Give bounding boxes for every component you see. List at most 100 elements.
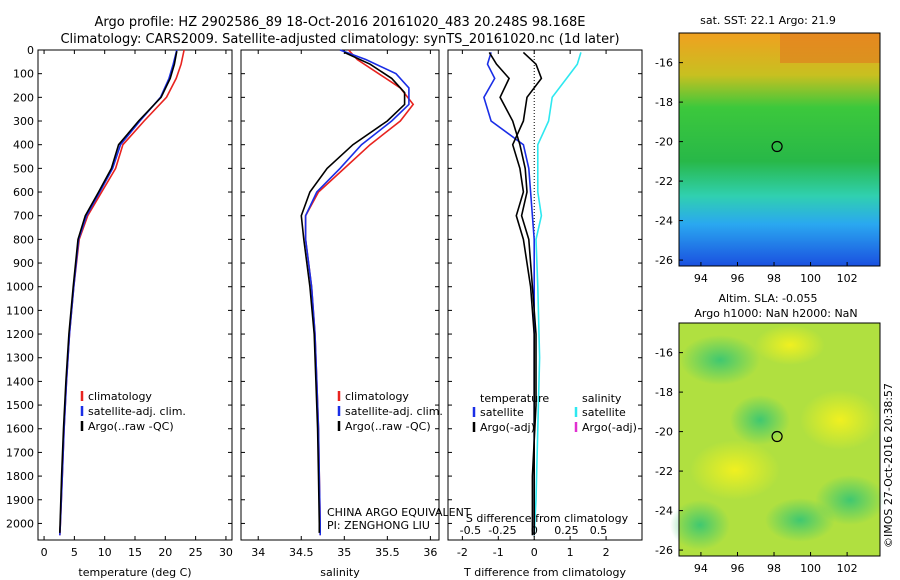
- map-y-tick-label: -26: [655, 544, 673, 557]
- x-tick-label: 35.5: [375, 546, 400, 559]
- map-x-tick-label: 98: [767, 562, 781, 575]
- x-tick-label: 15: [128, 546, 142, 559]
- x2-tick-label: -0.5: [460, 524, 481, 537]
- plot-frame: [240, 49, 440, 541]
- map-y-tick-label: -26: [655, 254, 673, 267]
- map-x-tick-label: 94: [694, 272, 708, 285]
- legend-label: satellite-adj. clim.: [345, 405, 443, 418]
- map-x-tick-label: 100: [800, 562, 821, 575]
- x-tick-label: 25: [189, 546, 203, 559]
- sla-map-title: Altim. SLA: -0.055: [718, 292, 817, 305]
- legend-label: Argo(-adj): [480, 421, 535, 434]
- map-x-tick-label: 100: [800, 272, 821, 285]
- y-tick-label: 2000: [6, 517, 34, 530]
- x-axis-label: T difference from climatology: [463, 566, 626, 579]
- sla-high-region: [690, 440, 780, 500]
- series-line-argo-adj-: [488, 51, 537, 536]
- series-line-argo-raw-qc-: [59, 51, 178, 533]
- sst-heatmap: [679, 33, 880, 266]
- series-line-satellite-adj-clim-: [304, 49, 410, 536]
- map-x-tick-label: 102: [837, 272, 858, 285]
- x-tick-label: 35: [337, 546, 351, 559]
- x-tick-label: 36: [423, 546, 437, 559]
- sst-warm-patch: [780, 33, 880, 63]
- x-tick-label: 34.5: [289, 546, 314, 559]
- map-y-tick-label: -16: [655, 347, 673, 360]
- x-axis-label: salinity: [320, 566, 360, 579]
- legend-label: satellite: [582, 406, 626, 419]
- x-tick-label: -2: [457, 546, 468, 559]
- x2-axis-label: S difference from climatology: [466, 512, 629, 525]
- y-tick-label: 1200: [6, 328, 34, 341]
- y-tick-label: 1000: [6, 281, 34, 294]
- series-line-salinity-satellite: [533, 52, 582, 536]
- y-tick-label: 800: [13, 233, 34, 246]
- y-tick-label: 600: [13, 186, 34, 199]
- map-y-tick-label: -22: [655, 175, 673, 188]
- map-y-tick-label: -22: [655, 465, 673, 478]
- series-line-satellite: [483, 52, 535, 536]
- sla-map-axes: 94 96 98 100 102 -16 -18 -20 -22 -24 -26: [655, 347, 858, 575]
- legend-label: climatology: [88, 390, 152, 403]
- map-y-tick-label: -16: [655, 57, 673, 70]
- map-y-tick-label: -24: [655, 505, 673, 518]
- y-tick-label: 1900: [6, 494, 34, 507]
- x-tick-label: 10: [98, 546, 112, 559]
- map-y-tick-label: -24: [655, 215, 673, 228]
- series-line-climatology: [304, 49, 415, 536]
- y-tick-label: 1600: [6, 423, 34, 436]
- copyright-timestamp: ©IMOS 27-Oct-2016 20:38:57: [882, 383, 895, 548]
- y-tick-label: 700: [13, 210, 34, 223]
- y-tick-label: 900: [13, 257, 34, 270]
- sla-map-subtitle: Argo h1000: NaN h2000: NaN: [694, 307, 857, 320]
- map-x-tick-label: 96: [730, 562, 744, 575]
- annotation-text: PI: ZENGHONG LIU: [327, 519, 430, 532]
- y-tick-label: 400: [13, 139, 34, 152]
- x2-tick-label: 0.25: [554, 524, 579, 537]
- map-y-tick-label: -18: [655, 96, 673, 109]
- plot-frame: [37, 49, 233, 541]
- temperature-panel: 0100200300400500600700800900100011001200…: [6, 44, 233, 579]
- x-tick-label: 30: [219, 546, 233, 559]
- sst-map-frame: [678, 32, 881, 267]
- header-line1: Argo profile: HZ 2902586_89 18-Oct-2016 …: [95, 15, 586, 30]
- sla-high-region: [800, 390, 880, 450]
- sla-low-region: [680, 335, 760, 385]
- x-tick-label: 2: [603, 546, 610, 559]
- sla-high-region: [755, 325, 825, 365]
- y-tick-label: 1800: [6, 470, 34, 483]
- legend-label: satellite-adj. clim.: [88, 405, 186, 418]
- x-tick-label: 5: [71, 546, 78, 559]
- y-tick-label: 200: [13, 91, 34, 104]
- sst-map: sat. SST: 22.1 Argo: 21.9 94 96 98 100 102 -1…: [655, 14, 881, 285]
- annotation-text: CHINA ARGO EQUIVALENT: [327, 506, 471, 519]
- map-y-tick-label: -20: [655, 136, 673, 149]
- y-tick-label: 1700: [6, 446, 34, 459]
- y-tick-label: 1100: [6, 304, 34, 317]
- sst-argo-position-marker: [771, 140, 783, 153]
- legend-label: satellite: [480, 406, 524, 419]
- legend-title: salinity: [582, 392, 622, 405]
- y-tick-label: 1500: [6, 399, 34, 412]
- series-line-argo-raw-qc-: [300, 51, 406, 533]
- series-line-satellite-adj-clim-: [59, 49, 178, 536]
- x-tick-label: 0: [41, 546, 48, 559]
- y-tick-label: 1400: [6, 375, 34, 388]
- y-tick-label: 1300: [6, 352, 34, 365]
- x-tick-label: 34: [251, 546, 265, 559]
- legend-title: temperature: [480, 392, 549, 405]
- map-y-tick-label: -20: [655, 426, 673, 439]
- sla-map-frame: [678, 322, 881, 557]
- sla-map: Altim. SLA: -0.055 Argo h1000: NaN h2000…: [655, 292, 885, 575]
- series-line-salinity-argo-adj-: [511, 51, 543, 536]
- header-line2: Climatology: CARS2009. Satellite-adjuste…: [60, 32, 619, 47]
- x-tick-label: 1: [567, 546, 574, 559]
- map-x-tick-label: 94: [694, 562, 708, 575]
- x2-tick-label: -0.25: [488, 524, 516, 537]
- y-tick-label: 100: [13, 68, 34, 81]
- difference-panel: -2 -1 0 1 2 T difference from climatology -0.5…: [447, 49, 643, 579]
- map-x-tick-label: 96: [730, 272, 744, 285]
- y-tick-label: 300: [13, 115, 34, 128]
- x-axis-label: temperature (deg C): [78, 566, 191, 579]
